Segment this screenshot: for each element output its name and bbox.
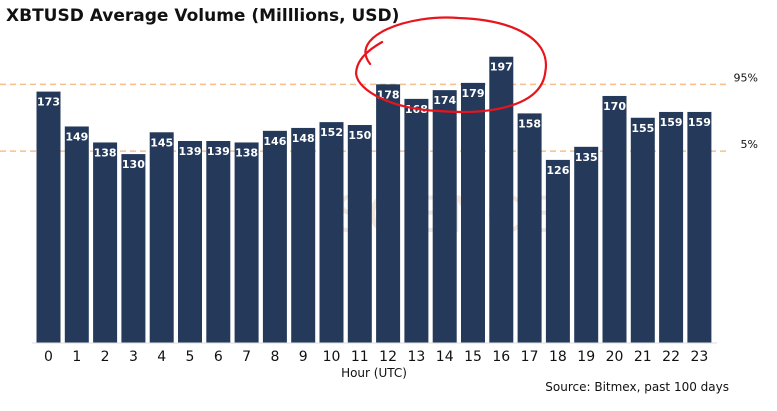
x-tick-label: 14 <box>436 349 454 365</box>
x-tick-label: 1 <box>72 349 81 365</box>
source-note: Source: Bitmex, past 100 days <box>545 380 729 394</box>
x-tick-label: 6 <box>214 349 223 365</box>
bar <box>178 141 202 343</box>
bar-value-label: 174 <box>433 94 456 107</box>
bar-value-label: 150 <box>348 129 371 142</box>
bar <box>489 56 514 344</box>
bar-value-label: 139 <box>179 145 202 158</box>
bar <box>517 113 542 343</box>
x-tick-label: 18 <box>549 349 567 365</box>
x-tick-label: 20 <box>606 349 624 365</box>
bar-value-label: 158 <box>518 117 541 130</box>
highlight-ellipse <box>354 16 548 114</box>
bar <box>404 98 429 344</box>
bar-value-label: 152 <box>320 126 343 139</box>
x-tick-label: 0 <box>44 349 53 365</box>
x-axis-label: Hour (UTC) <box>341 366 407 380</box>
x-axis-ticks: 0 1 2 3 4 5 6 7 8 9 10 11 12 13 14 15 16 17 18 19 20 21 22 23 <box>44 349 708 365</box>
bar <box>262 130 287 343</box>
bar <box>574 146 599 343</box>
bar-value-label: 146 <box>263 135 286 148</box>
bar <box>376 84 401 343</box>
x-tick-label: 7 <box>242 349 251 365</box>
bar <box>630 117 655 343</box>
x-tick-label: 5 <box>186 349 195 365</box>
x-tick-label: 21 <box>634 349 652 365</box>
x-tick-label: 10 <box>323 349 341 365</box>
bar <box>319 122 344 343</box>
bar <box>64 126 89 344</box>
bar <box>461 82 485 344</box>
bar-value-label: 159 <box>688 116 711 129</box>
chart-title: XBTUSD Average Volume (Milllions, USD) <box>6 6 400 26</box>
x-tick-label: 23 <box>690 349 708 365</box>
x-tick-label: 15 <box>464 349 482 365</box>
highlight-annotation <box>354 16 548 114</box>
bar <box>291 127 316 343</box>
bar <box>149 132 174 343</box>
bar-value-label: 126 <box>546 164 569 177</box>
bar <box>432 90 457 344</box>
x-tick-label: 9 <box>299 349 308 365</box>
x-tick-label: 16 <box>492 349 510 365</box>
bar-value-label: 135 <box>575 151 598 164</box>
bar <box>234 142 259 343</box>
x-tick-label: 12 <box>379 349 397 365</box>
bar-value-label: 197 <box>490 61 513 74</box>
x-tick-label: 2 <box>101 349 110 365</box>
bar <box>659 111 684 343</box>
bar-value-label: 159 <box>660 116 683 129</box>
x-tick-label: 11 <box>351 349 369 365</box>
bar-value-label: 179 <box>462 87 485 100</box>
bar-value-label: 148 <box>292 132 315 145</box>
bar <box>687 111 712 343</box>
x-tick-label: 13 <box>407 349 425 365</box>
bar-value-label: 145 <box>150 136 173 149</box>
bar <box>206 141 231 343</box>
bars: 173 149 138 130 145 139 139 138 146 148 152 150 178 1… <box>36 56 712 344</box>
bar <box>93 142 118 343</box>
bar <box>36 91 61 343</box>
bar-value-label: 178 <box>377 88 400 101</box>
x-tick-label: 22 <box>662 349 680 365</box>
bar-value-label: 138 <box>235 146 258 159</box>
bar-value-label: 149 <box>65 130 88 143</box>
bar-value-label: 138 <box>94 146 117 159</box>
bar <box>602 95 627 344</box>
x-tick-label: 4 <box>157 349 166 365</box>
bar <box>121 154 146 343</box>
bar-value-label: 170 <box>603 100 626 113</box>
x-tick-label: 17 <box>521 349 539 365</box>
reference-line-label: 5% <box>741 138 758 151</box>
x-tick-label: 3 <box>129 349 138 365</box>
bar <box>545 159 570 343</box>
x-tick-label: 19 <box>577 349 595 365</box>
bar <box>347 125 372 343</box>
bar-value-label: 173 <box>37 96 60 109</box>
bar-value-label: 155 <box>631 122 654 135</box>
reference-line-label: 95% <box>734 71 758 84</box>
bar-value-label: 139 <box>207 145 230 158</box>
x-tick-label: 8 <box>270 349 279 365</box>
bar-value-label: 130 <box>122 158 145 171</box>
